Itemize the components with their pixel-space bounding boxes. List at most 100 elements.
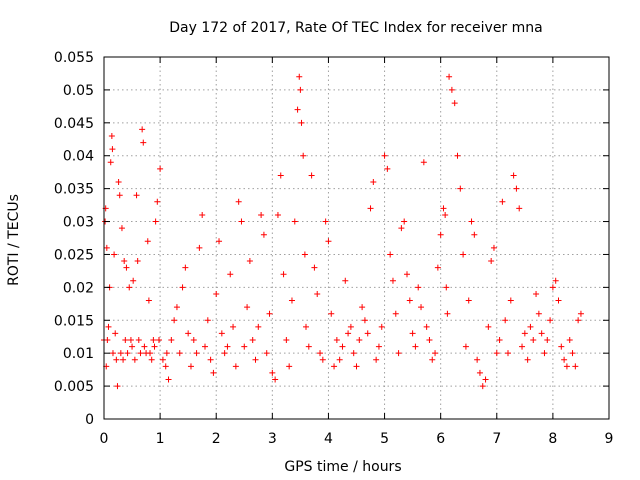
data-point: [124, 350, 131, 357]
data-point: [103, 244, 110, 251]
data-point: [104, 337, 111, 344]
data-point: [241, 343, 248, 350]
data-point: [151, 343, 158, 350]
data-point: [266, 310, 273, 317]
data-point: [165, 376, 172, 383]
data-point: [288, 297, 295, 304]
data-point: [159, 356, 166, 363]
plot-frame: [103, 56, 610, 420]
data-point: [496, 337, 503, 344]
data-point: [339, 343, 346, 350]
data-point: [575, 317, 582, 324]
data-point: [527, 323, 534, 330]
data-point: [238, 218, 245, 225]
data-point: [471, 231, 478, 238]
data-point: [218, 330, 225, 337]
data-point: [418, 304, 425, 311]
data-point: [179, 284, 186, 291]
data-point: [566, 337, 573, 344]
data-point: [440, 205, 447, 212]
data-point: [294, 106, 301, 113]
data-point: [513, 185, 520, 192]
data-point: [139, 126, 146, 133]
y-tick-label: 0: [85, 412, 94, 428]
y-tick-label: 0.035: [54, 182, 94, 198]
data-point: [141, 343, 148, 350]
x-tick-label: 7: [492, 431, 501, 447]
data-point: [116, 192, 123, 199]
data-point: [345, 330, 352, 337]
data-point: [133, 192, 140, 199]
data-point: [535, 310, 542, 317]
data-point: [230, 323, 237, 330]
y-tick-label: 0.055: [54, 50, 94, 66]
data-point: [538, 330, 545, 337]
data-point: [123, 264, 130, 271]
data-point: [277, 172, 284, 179]
data-point: [342, 277, 349, 284]
data-point: [490, 244, 497, 251]
data-point: [331, 363, 338, 370]
data-point: [423, 323, 430, 330]
data-point: [387, 251, 394, 258]
data-point: [283, 337, 290, 344]
data-point: [353, 363, 360, 370]
data-point: [474, 356, 481, 363]
data-point: [173, 304, 180, 311]
data-point: [502, 317, 509, 324]
data-point: [298, 119, 305, 126]
y-tick-label: 0.005: [54, 379, 94, 395]
data-point: [384, 165, 391, 172]
data-point: [446, 73, 453, 80]
data-point: [401, 218, 408, 225]
data-point: [202, 343, 208, 350]
data-point: [140, 139, 147, 146]
data-point: [465, 297, 472, 304]
data-point: [451, 100, 458, 107]
data-point: [190, 337, 197, 344]
data-point: [311, 264, 318, 271]
data-point: [347, 323, 354, 330]
data-point: [144, 238, 151, 245]
data-point: [533, 290, 540, 297]
data-point: [457, 185, 464, 192]
data-point: [126, 284, 133, 291]
data-point: [395, 350, 402, 357]
y-tick-label: 0.03: [63, 215, 94, 231]
data-point: [375, 343, 382, 350]
data-point: [162, 363, 169, 370]
data-point: [510, 172, 517, 179]
data-point: [530, 337, 537, 344]
x-tick-label: 3: [268, 431, 277, 447]
data-point: [516, 205, 523, 212]
data-point: [171, 317, 178, 324]
data-point: [204, 317, 211, 324]
data-point: [479, 383, 486, 390]
data-point: [499, 198, 506, 205]
data-point: [196, 244, 203, 251]
y-tick-label: 0.02: [63, 280, 94, 296]
data-point: [121, 258, 128, 265]
x-tick-label: 9: [605, 431, 614, 447]
data-point: [448, 86, 455, 93]
x-tick-label: 4: [324, 431, 333, 447]
data-point: [412, 343, 419, 350]
data-point: [381, 152, 388, 159]
data-point: [154, 198, 161, 205]
data-point: [524, 356, 531, 363]
data-point: [269, 369, 276, 376]
data-point: [135, 337, 142, 344]
data-point: [444, 310, 451, 317]
data-point: [325, 238, 332, 245]
y-tick-labels: 0 0.005 0.01 0.015 0.02 0.025 0.03 0.035 0.04 0.0…: [54, 50, 94, 428]
data-point: [328, 310, 335, 317]
data-point: [367, 205, 374, 212]
data-point: [152, 218, 159, 225]
data-point: [137, 350, 144, 357]
data-point: [549, 284, 556, 291]
data-point: [322, 218, 329, 225]
data-point: [232, 363, 239, 370]
data-point: [361, 317, 368, 324]
data-point: [249, 337, 256, 344]
